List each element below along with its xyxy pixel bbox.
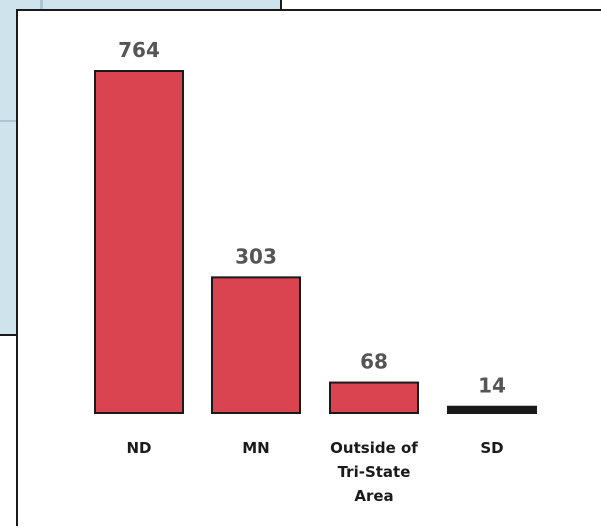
category-label-1: MN: [242, 439, 270, 457]
bar-chart: 764 303 68 14: [94, 38, 537, 415]
bar-2: [329, 381, 419, 415]
bar-chart-panel: 764 303 68 14 ND MN Outside of Tri-State Area SD: [16, 9, 601, 526]
bar-3: [447, 405, 537, 414]
value-label-3: 14: [478, 374, 506, 398]
value-label-2: 68: [360, 350, 388, 374]
bar-0: [94, 70, 184, 414]
category-label-0: ND: [126, 439, 152, 457]
bar-1: [211, 276, 301, 414]
value-label-1: 303: [235, 244, 277, 268]
value-label-0: 764: [118, 38, 160, 62]
category-label-2: Outside of Tri-State Area: [330, 439, 418, 505]
category-label-3: SD: [480, 439, 504, 457]
